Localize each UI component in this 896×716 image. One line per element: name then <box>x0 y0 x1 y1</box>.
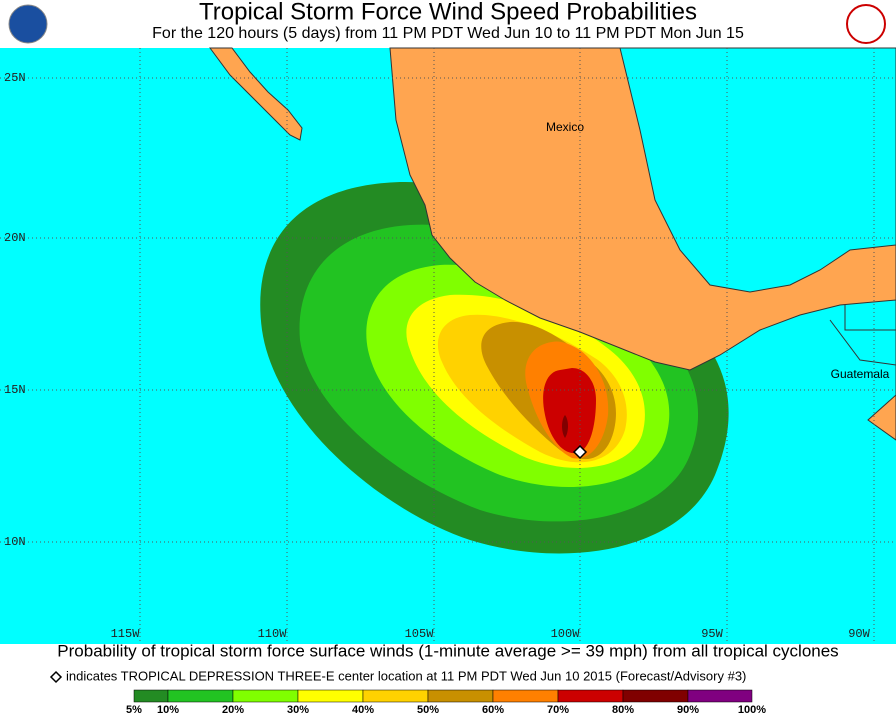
legend-swatch <box>622 689 689 703</box>
legend-swatch <box>297 689 364 703</box>
lat-label: 25N <box>4 71 26 85</box>
lat-label: 10N <box>4 535 26 549</box>
legend-label: 60% <box>482 704 504 716</box>
subtitle: For the 120 hours (5 days) from 11 PM PD… <box>152 25 744 42</box>
lon-label: 105W <box>405 627 435 641</box>
title: Tropical Storm Force Wind Speed Probabil… <box>199 0 697 25</box>
lon-label: 115W <box>111 627 141 641</box>
legend-swatch <box>232 689 299 703</box>
legend-label: 100% <box>738 704 766 716</box>
storm-center-marker <box>572 444 588 460</box>
place-label: Mexico <box>546 120 584 134</box>
legend-label: 20% <box>222 704 244 716</box>
legend-label: 30% <box>287 704 309 716</box>
contour <box>562 415 568 438</box>
legend-label: 80% <box>612 704 634 716</box>
marker-note: indicates TROPICAL DEPRESSION THREE-E ce… <box>66 668 746 683</box>
graticule: 25N 20N 15N 10N 115W 110W 105W 100W 95W 90W <box>0 48 896 644</box>
legend-label: 50% <box>417 704 439 716</box>
place-label: Guatemala <box>831 367 890 381</box>
lon-label: 90W <box>848 627 870 641</box>
legend-label: 90% <box>677 704 699 716</box>
legend-label: 70% <box>547 704 569 716</box>
baja-california <box>209 47 303 141</box>
legend-label: 40% <box>352 704 374 716</box>
gulf-of-mexico <box>619 47 896 293</box>
legend-swatch <box>133 689 169 703</box>
caption: Probability of tropical storm force surf… <box>57 641 838 660</box>
legend-swatch <box>492 689 559 703</box>
legend-swatch <box>687 689 753 703</box>
legend-label: 5% <box>126 704 142 716</box>
legend-swatch <box>362 689 429 703</box>
noaa-logo <box>8 4 48 44</box>
legend: 5% 10% 20% 30% 40% 50% 60% 70% 80% 90% 100% <box>126 689 766 716</box>
legend-swatch <box>167 689 234 703</box>
lat-label: 20N <box>4 231 26 245</box>
contour <box>543 368 596 454</box>
lon-label: 95W <box>701 627 723 641</box>
legend-marker <box>49 670 63 684</box>
nws-logo <box>846 4 886 44</box>
legend-swatch <box>557 689 624 703</box>
lat-label: 15N <box>4 383 26 397</box>
legend-label: 10% <box>157 704 179 716</box>
legend-swatch <box>427 689 494 703</box>
borders <box>829 305 896 366</box>
lon-label: 110W <box>258 627 288 641</box>
lon-label: 100W <box>551 627 581 641</box>
